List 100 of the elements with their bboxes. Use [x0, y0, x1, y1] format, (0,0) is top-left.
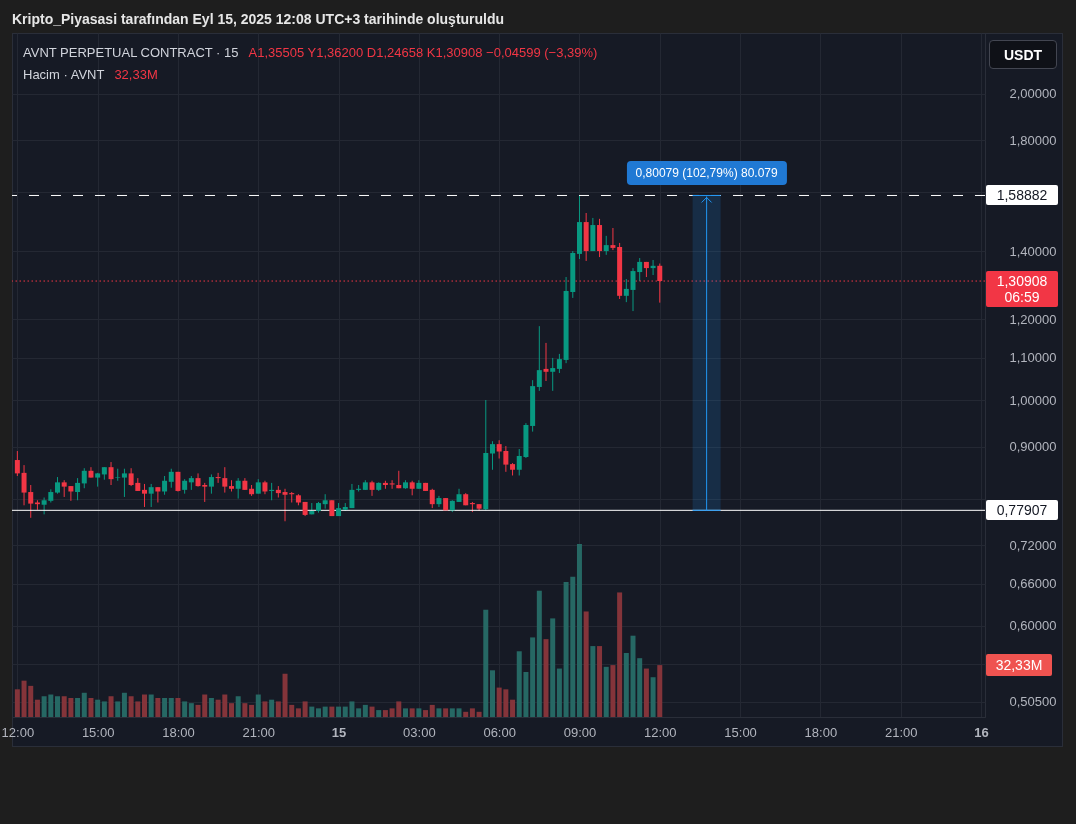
candlestick — [215, 472, 221, 484]
bar — [108, 696, 114, 717]
chart-title: Hacim · AVNT — [23, 67, 105, 83]
bar — [14, 689, 20, 717]
bar — [322, 706, 328, 717]
bar — [356, 708, 362, 717]
bar — [155, 697, 161, 717]
bar — [429, 704, 435, 717]
bar — [269, 699, 275, 717]
candlestick — [235, 477, 241, 500]
bar — [463, 711, 469, 717]
bar — [443, 708, 449, 717]
candlestick — [162, 475, 168, 496]
chart-subtitle: 32,33M — [114, 67, 158, 83]
bar — [543, 639, 549, 717]
bar — [623, 652, 629, 717]
bar — [476, 711, 482, 717]
bar — [309, 706, 315, 717]
text: AVNT PERPETUAL CONTRACT · 15 — [23, 45, 239, 61]
bar — [295, 708, 301, 717]
bar — [550, 618, 556, 717]
x-tick-label: 15 — [331, 724, 347, 740]
bar — [489, 670, 495, 717]
x-tick-label: 16 — [974, 724, 989, 740]
candlestick — [222, 466, 228, 494]
candlestick — [536, 325, 542, 392]
x-tick-label: 18:00 — [162, 724, 195, 740]
bar — [275, 701, 281, 717]
bar — [329, 706, 335, 717]
candlestick — [81, 467, 87, 489]
x-tick-label: 12:00 — [644, 724, 677, 740]
candlestick — [269, 482, 275, 501]
bar — [242, 703, 248, 717]
bar — [469, 708, 475, 717]
bar — [228, 703, 234, 717]
bar — [208, 697, 214, 717]
candlestick — [75, 477, 81, 501]
text: 32,33M — [986, 656, 1052, 675]
bar — [449, 708, 455, 717]
bar — [262, 701, 268, 717]
text: 06:59 — [1003, 289, 1041, 306]
x-tick-label: 15:00 — [81, 724, 115, 740]
bar — [576, 544, 582, 717]
bar — [168, 697, 174, 717]
ref-line-label: 1,58882 — [986, 187, 1058, 204]
bar — [162, 697, 168, 717]
candlestick — [168, 468, 174, 489]
bar — [483, 609, 489, 717]
candlestick — [429, 488, 435, 509]
candlestick — [155, 486, 161, 503]
y-axis-title: USDT — [1002, 47, 1044, 63]
bar — [376, 710, 382, 717]
y-tick-label: 2,00000 — [1009, 86, 1057, 102]
bar — [416, 708, 422, 717]
candlestick — [610, 227, 616, 251]
text: A1,35505 Y1,36200 D1,24658 K1,30908 −0,04599 (−3,39%) — [248, 45, 598, 61]
ref-line-label: 1,30908 — [995, 273, 1049, 290]
bar — [603, 666, 609, 717]
bar — [115, 701, 121, 717]
candlestick — [650, 259, 656, 276]
x-tick-label: 15:00 — [724, 724, 757, 740]
bar — [409, 708, 415, 717]
y-tick-label: 1,20000 — [1009, 311, 1057, 327]
bar — [590, 646, 596, 717]
bar — [142, 694, 147, 717]
x-tick-label: 21:00 — [242, 724, 276, 740]
bar — [55, 696, 60, 717]
y-tick-label: 0,72000 — [1009, 537, 1057, 553]
bar — [34, 699, 40, 717]
bar — [556, 668, 562, 717]
candlestick — [142, 483, 147, 508]
candlestick — [208, 473, 214, 495]
bar — [188, 703, 194, 717]
bar — [121, 692, 127, 717]
candlestick — [389, 479, 395, 490]
candlestick — [108, 461, 114, 486]
x-tick-label: 03:00 — [403, 724, 436, 740]
bar — [255, 694, 261, 717]
bar — [362, 704, 368, 717]
y-tick-label: 1,10000 — [1009, 350, 1057, 366]
bar — [436, 708, 442, 717]
bar — [657, 665, 663, 717]
bar — [235, 696, 241, 717]
text: Kripto_Piyasasi tarafından Eyl 15, 2025 12:08 UTC+3 tarihinde oluşturuldu — [12, 11, 505, 27]
bar — [182, 701, 188, 717]
bar — [456, 708, 462, 717]
bar — [402, 708, 408, 717]
candlestick — [603, 235, 609, 256]
candlestick — [115, 468, 121, 482]
bar — [510, 699, 516, 717]
bar — [81, 692, 87, 717]
bar — [148, 694, 154, 717]
y-tick-label: 0,50500 — [1009, 694, 1057, 710]
bar — [315, 708, 321, 717]
bar — [249, 704, 255, 717]
candlestick — [436, 495, 442, 508]
candlestick — [556, 353, 562, 374]
bar — [88, 697, 94, 717]
candlestick — [14, 450, 20, 477]
candlestick — [121, 468, 127, 498]
